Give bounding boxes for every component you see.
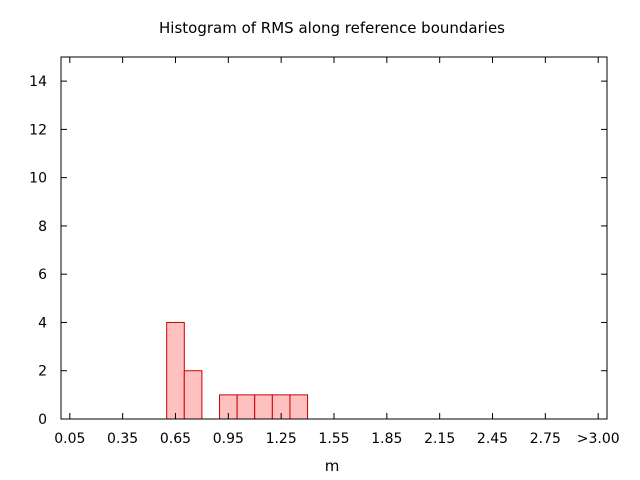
- y-axis: 0 2 4 6 8 10 12 14: [29, 74, 607, 428]
- plot-frame: [60, 56, 608, 420]
- y-tick-label: 10: [29, 171, 47, 187]
- x-axis-label: m: [325, 457, 340, 475]
- x-tick-label: >3.00: [577, 431, 620, 447]
- x-tick-label: 1.25: [266, 431, 297, 447]
- histogram-bar: [166, 321, 185, 420]
- x-tick-label: 0.95: [213, 431, 244, 447]
- bars-group: [166, 321, 309, 420]
- y-tick-label: 0: [38, 412, 47, 428]
- x-tick-label: 0.65: [160, 431, 191, 447]
- y-tick-label: 4: [38, 315, 47, 331]
- x-tick-label: 0.35: [107, 431, 138, 447]
- histogram-bar: [183, 370, 203, 420]
- x-tick-label: 2.75: [530, 431, 561, 447]
- x-tick-label: 0.05: [54, 431, 85, 447]
- x-tick-label: 2.45: [477, 431, 508, 447]
- x-tick-label: 1.55: [318, 431, 349, 447]
- histogram-bar: [236, 394, 256, 420]
- chart-title: Histogram of RMS along reference boundar…: [159, 19, 505, 37]
- histogram-bar: [254, 394, 273, 420]
- x-axis: 0.05 0.35 0.65 0.95 1.25 1.55 1.85 2.15 2.45 2.75…: [54, 57, 620, 447]
- y-tick-label: 12: [29, 122, 47, 138]
- histogram-bar: [289, 394, 309, 420]
- x-tick-label: 2.15: [424, 431, 455, 447]
- y-tick-label: 6: [38, 267, 47, 283]
- y-tick-label: 8: [38, 219, 47, 235]
- y-tick-label: 2: [38, 364, 47, 380]
- y-tick-label: 14: [29, 74, 47, 90]
- x-tick-label: 1.85: [371, 431, 402, 447]
